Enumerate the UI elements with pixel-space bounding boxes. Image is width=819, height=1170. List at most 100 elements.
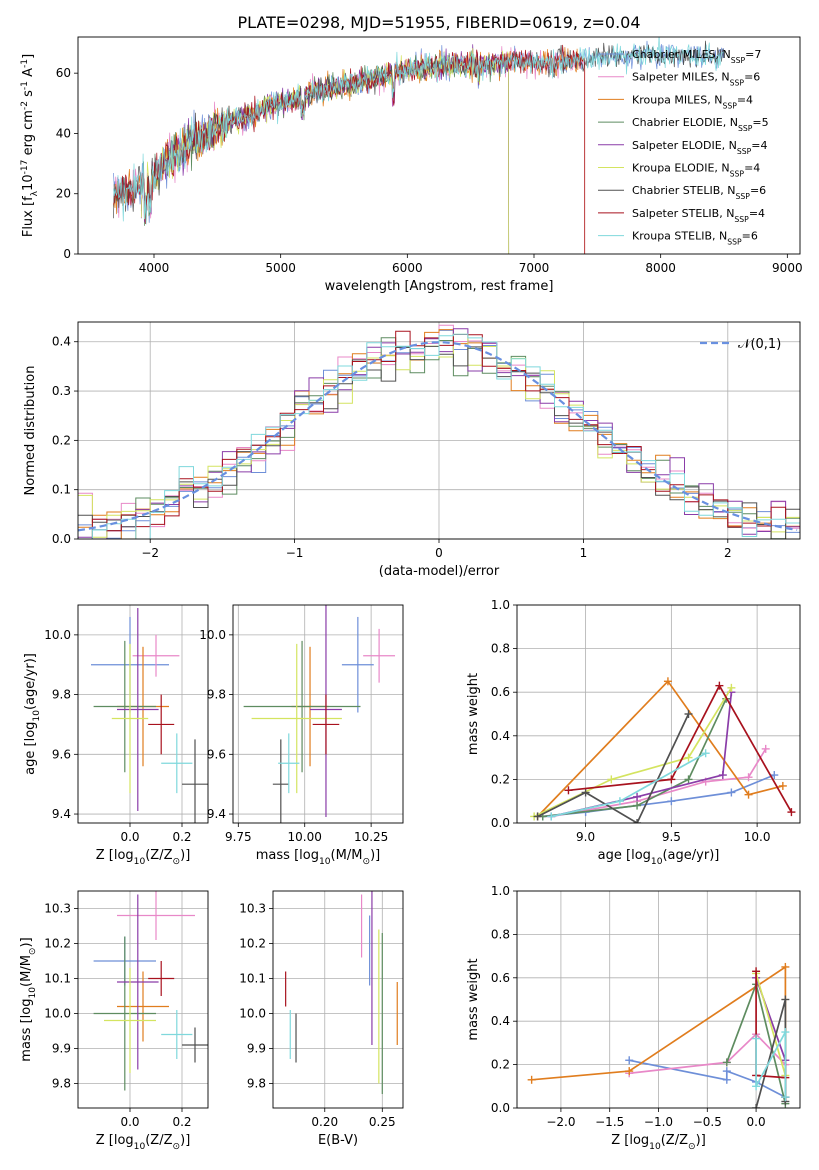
x-tick-label: 4000	[139, 261, 170, 275]
y-tick-label: 0.0	[491, 816, 510, 830]
y-axis-label: Normed distribution	[23, 366, 38, 496]
x-tick-label: 5000	[265, 261, 296, 275]
errorbar-salpeter_elodie	[117, 894, 159, 1070]
x-tick-label: −0.5	[693, 1115, 722, 1129]
errorbar-kroupa_elodie	[104, 968, 156, 1073]
errorbar-salpeter_stelib	[148, 694, 175, 755]
y-axis-label: mass weight	[466, 958, 481, 1040]
errorbar-chabrier_elodie	[243, 640, 361, 773]
axes-frame	[232, 604, 404, 824]
y-axis-label: mass weight	[466, 673, 481, 755]
y-tick-label: 9.8	[207, 688, 226, 702]
y-tick-label: 0.2	[52, 433, 71, 447]
y-tick-label: 10.2	[239, 937, 266, 951]
legend-entry-salpeter_stelib: Salpeter STELIB, NSSP=4	[632, 207, 765, 224]
legend-entry-salpeter_elodie: Salpeter ELODIE, NSSP=4	[632, 139, 768, 156]
residuals-legend: 𝒩(0,1)	[700, 337, 781, 352]
errorbar-salpeter_stelib	[148, 961, 175, 996]
massweight_vs_Z-lines	[527, 962, 790, 1108]
age_vs_mass-points	[243, 605, 396, 823]
age_vs_mass-axes: 9.75 10.00 10.25 9.4 9.6 9.8 10.0 mass [log10(M…	[199, 604, 404, 867]
histogram-kroupa_stelib	[78, 333, 800, 539]
x-tick-label: 10.00	[288, 830, 322, 844]
y-tick-label: 9.4	[52, 807, 71, 821]
x-tick-label: 9.75	[225, 830, 252, 844]
x-axis-label: Z [log10(Z/Z⊙)]	[96, 848, 191, 867]
y-tick-label: 1.0	[491, 598, 510, 612]
x-axis-label: age [log10(age/yr)]	[598, 848, 720, 867]
y-tick-label: 9.9	[52, 1042, 71, 1056]
legend-entry-kroupa_elodie: Kroupa ELODIE, NSSP=4	[632, 162, 760, 179]
errorbar-salpeter_stelib	[312, 694, 340, 755]
axes-frame	[77, 890, 209, 1109]
y-tick-label: 10.0	[239, 1007, 266, 1021]
y-tick-label: 0.8	[491, 642, 510, 656]
y-tick-label: 10.1	[44, 972, 71, 986]
errorbar-chabrier_miles	[341, 616, 374, 713]
weight-series-kroupa_stelib	[547, 749, 710, 821]
x-axis-label: Z [log10(Z/Z⊙)]	[96, 1133, 191, 1152]
errorbar-chabrier_elodie	[93, 936, 156, 1091]
legend-entry-salpeter_miles: Salpeter MILES, NSSP=6	[632, 71, 760, 88]
errorbar-salpeter_miles	[132, 634, 180, 677]
x-tick-label: −1	[286, 546, 304, 560]
y-tick-label: 10.2	[44, 937, 71, 951]
errorbar-kroupa_elodie	[111, 643, 149, 794]
errorbar-salpeter_elodie	[117, 607, 159, 812]
y-tick-label: 9.9	[247, 1042, 266, 1056]
mass_vs_Z-points	[93, 891, 208, 1091]
x-tick-label: 10.25	[354, 830, 388, 844]
errorbar-kroupa_miles	[117, 971, 169, 1042]
y-tick-label: 0.2	[491, 1058, 510, 1072]
massweight_vs_Z-axes: −2.0 −1.5 −1.0 −0.5 0.0 0.0 0.2 0.4 0.6 0.8 1.0 Z […	[466, 884, 801, 1152]
mass_vs_EBV-points	[285, 891, 398, 1094]
x-tick-label: 0.0	[120, 830, 139, 844]
weight-series-salpeter_stelib	[564, 681, 796, 817]
axes-frame	[516, 890, 801, 1109]
y-tick-label: 0.4	[491, 729, 510, 743]
y-tick-label: 0.2	[491, 772, 510, 786]
x-tick-label: −1.0	[644, 1115, 673, 1129]
x-tick-label: 1	[580, 546, 588, 560]
x-tick-label: 0.0	[120, 1115, 139, 1129]
histogram-kroupa_miles	[78, 329, 800, 539]
legend-entry-normal: 𝒩(0,1)	[738, 337, 781, 352]
mass_vs_EBV-axes: 0.20 0.25 9.8 9.9 10.0 10.1 10.2 10.3 E(B-V)	[239, 890, 404, 1148]
histogram-salpeter_miles	[78, 324, 800, 532]
weight-series-kroupa_elodie	[530, 683, 736, 821]
weight-series-chabrier_stelib	[533, 710, 693, 823]
errorbar-chabrier_stelib	[272, 739, 289, 823]
y-tick-label: 10.1	[239, 972, 266, 986]
errorbar-chabrier_stelib	[182, 1027, 208, 1063]
x-tick-label: 10.0	[744, 830, 771, 844]
y-axis-label: Flux [fλ10-17 erg cm-2 s-1 A-1]	[20, 54, 40, 237]
x-axis-label: (data-model)/error	[379, 564, 500, 579]
x-axis-label: E(B-V)	[318, 1133, 358, 1148]
y-tick-label: 10.3	[239, 902, 266, 916]
massweight_vs_age-lines	[530, 677, 796, 823]
legend-entry-chabrier_miles: Chabrier MILES, NSSP=7	[632, 48, 761, 65]
legend-entry-chabrier_stelib: Chabrier STELIB, NSSP=6	[632, 184, 766, 201]
x-axis-label: Z [log10(Z/Z⊙)]	[611, 1133, 706, 1152]
y-tick-label: 0.6	[491, 685, 510, 699]
y-tick-label: 20	[56, 187, 71, 201]
spectrum-legend: Chabrier MILES, NSSP=7 Salpeter MILES, NS…	[598, 48, 769, 246]
axes-frame	[516, 604, 801, 824]
x-tick-label: 0.2	[172, 830, 191, 844]
x-tick-label: 0	[435, 546, 443, 560]
legend-entry-kroupa_miles: Kroupa MILES, NSSP=4	[632, 93, 753, 110]
x-tick-label: 6000	[392, 261, 423, 275]
x-tick-label: 0.0	[747, 1115, 766, 1129]
x-tick-label: 9.5	[662, 830, 681, 844]
y-tick-label: 9.4	[207, 807, 226, 821]
y-axis-label: mass [log10(M/M⊙)]	[19, 937, 38, 1061]
y-tick-label: 0.3	[52, 384, 71, 398]
x-axis-label: wavelength [Angstrom, rest frame]	[325, 279, 554, 294]
y-tick-label: 0.1	[52, 483, 71, 497]
y-tick-label: 0.8	[491, 927, 510, 941]
mass_vs_Z-axes: 0.0 0.2 9.8 9.9 10.0 10.1 10.2 10.3 Z [log10(Z/Z…	[19, 890, 209, 1152]
y-tick-label: 40	[56, 126, 71, 140]
x-axis-label: mass [log10(M/M⊙)]	[256, 848, 380, 867]
histograms	[78, 324, 800, 539]
weight-series-kroupa_stelib	[752, 1028, 790, 1102]
